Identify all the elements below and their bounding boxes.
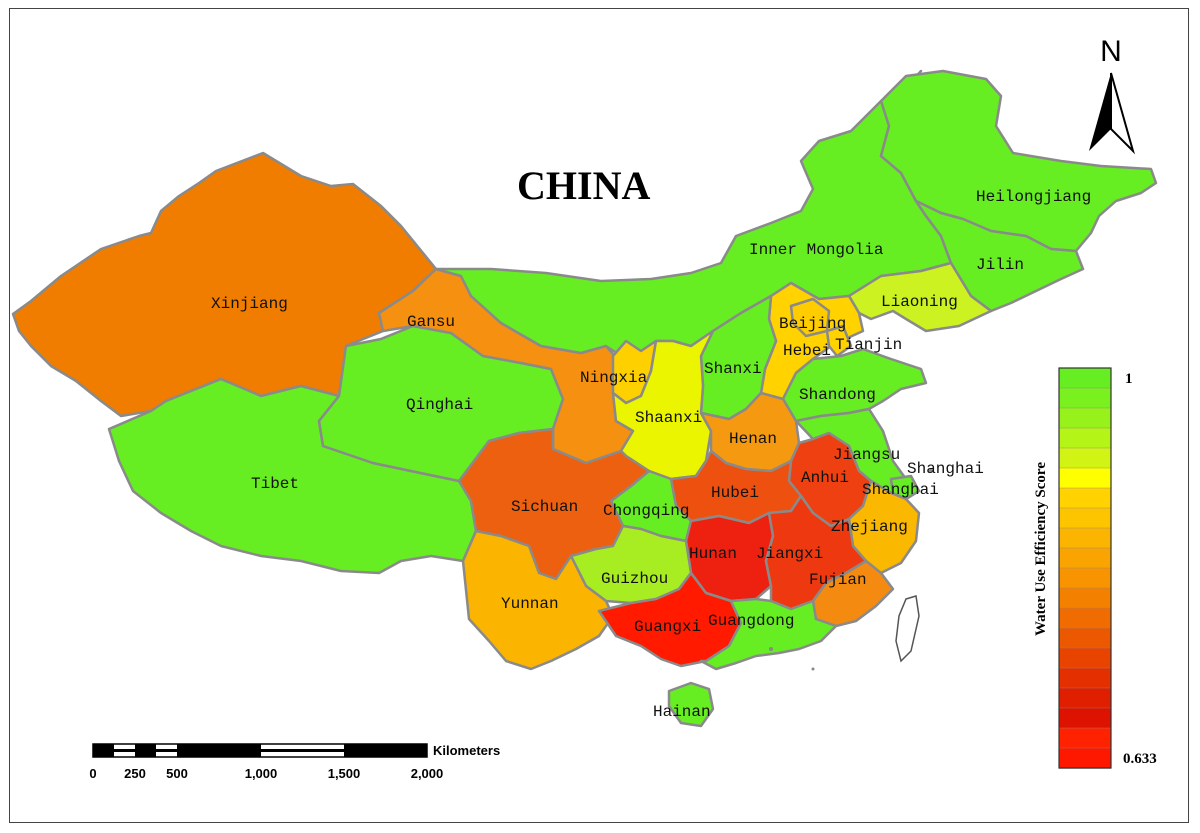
label-liaoning: Liaoning bbox=[881, 293, 958, 311]
legend-swatch bbox=[1058, 547, 1112, 569]
label-hainan: Hainan bbox=[653, 703, 711, 721]
scale-bar: Kilometers 0 250 500 1,000 1,500 2,000 bbox=[89, 743, 500, 781]
map-canvas: Xinjiang Tibet Qinghai Gansu Inner Mongo… bbox=[11, 35, 1158, 781]
scale-tick-0: 0 bbox=[89, 766, 96, 781]
label-yunnan: Yunnan bbox=[501, 595, 559, 613]
label-guangdong: Guangdong bbox=[708, 612, 794, 630]
legend-max-label: 1 bbox=[1125, 371, 1133, 387]
legend-title: Water Use Efficiency Score bbox=[1033, 462, 1049, 636]
legend-swatch bbox=[1058, 367, 1112, 389]
north-arrow-right-icon bbox=[1110, 72, 1136, 155]
scale-seg bbox=[344, 744, 427, 757]
scale-tick-500: 500 bbox=[166, 766, 188, 781]
legend-swatch bbox=[1058, 607, 1112, 629]
label-tibet: Tibet bbox=[251, 475, 299, 493]
island-dot bbox=[769, 647, 773, 651]
map-title: CHINA bbox=[517, 163, 650, 208]
legend-min-label: 0.633 bbox=[1123, 751, 1157, 767]
province-tianjin bbox=[825, 324, 853, 358]
legend-swatch bbox=[1058, 407, 1112, 429]
label-jiangxi: Jiangxi bbox=[756, 545, 823, 563]
label-fujian: Fujian bbox=[809, 571, 867, 589]
label-anhui: Anhui bbox=[801, 469, 849, 487]
label-guizhou: Guizhou bbox=[601, 570, 668, 588]
legend-swatch bbox=[1058, 427, 1112, 449]
province-hainan bbox=[667, 681, 715, 728]
label-shanghai: Shanghai bbox=[862, 481, 939, 499]
label-guangxi: Guangxi bbox=[634, 618, 701, 636]
legend-swatch bbox=[1058, 667, 1112, 689]
province-guizhou bbox=[569, 524, 693, 605]
legend-swatch bbox=[1058, 447, 1112, 469]
north-label: N bbox=[1100, 35, 1122, 68]
label-qinghai: Qinghai bbox=[406, 396, 473, 414]
legend-swatch bbox=[1058, 707, 1112, 729]
label-jiangsu: Jiangsu bbox=[833, 446, 900, 464]
scale-tick-250: 250 bbox=[124, 766, 146, 781]
shanghai-offshore-label: Shanghai bbox=[907, 460, 984, 478]
legend-swatch bbox=[1058, 627, 1112, 649]
label-gansu: Gansu bbox=[407, 313, 455, 331]
label-hebei: Hebei bbox=[783, 342, 831, 360]
north-arrow-left-icon bbox=[1089, 73, 1111, 151]
label-henan: Henan bbox=[729, 430, 777, 448]
scale-seg bbox=[93, 744, 114, 757]
legend-swatch bbox=[1058, 527, 1112, 549]
legend-swatch bbox=[1058, 507, 1112, 529]
label-heilongjiang: Heilongjiang bbox=[976, 188, 1091, 206]
label-ningxia: Ningxia bbox=[580, 369, 648, 387]
label-hunan: Hunan bbox=[689, 545, 737, 563]
legend-swatch bbox=[1058, 387, 1112, 409]
legend-swatch bbox=[1058, 747, 1112, 769]
label-sichuan: Sichuan bbox=[511, 498, 578, 516]
label-beijing: Beijing bbox=[779, 315, 846, 333]
label-shaanxi: Shaanxi bbox=[635, 409, 702, 427]
province-liaoning bbox=[847, 261, 993, 333]
legend-border bbox=[1058, 367, 1112, 769]
scale-unit: Kilometers bbox=[433, 743, 500, 758]
province-yunnan bbox=[461, 529, 615, 671]
legend-color-ramp bbox=[1058, 367, 1112, 769]
taiwan-outline bbox=[895, 595, 920, 663]
legend-swatch bbox=[1058, 487, 1112, 509]
label-tianjin: Tianjin bbox=[835, 336, 902, 354]
legend: 1 0.633 Water Use Efficiency Score bbox=[1033, 367, 1157, 769]
scale-tick-2000: 2,000 bbox=[411, 766, 444, 781]
label-inner-mongolia: Inner Mongolia bbox=[749, 241, 884, 259]
scale-seg-mid bbox=[114, 749, 177, 752]
scale-tick-1000: 1,000 bbox=[245, 766, 278, 781]
legend-swatch bbox=[1058, 687, 1112, 709]
province-guangdong bbox=[699, 597, 838, 671]
label-shanxi: Shanxi bbox=[704, 360, 762, 378]
label-chongqing: Chongqing bbox=[603, 502, 689, 520]
legend-swatch bbox=[1058, 467, 1112, 489]
label-zhejiang: Zhejiang bbox=[831, 518, 908, 536]
province-shanghai bbox=[889, 474, 921, 501]
label-shandong: Shandong bbox=[799, 386, 876, 404]
north-arrow: N bbox=[1089, 35, 1136, 155]
map-frame: Xinjiang Tibet Qinghai Gansu Inner Mongo… bbox=[9, 8, 1189, 823]
scale-seg bbox=[177, 744, 261, 757]
label-jilin: Jilin bbox=[976, 256, 1024, 274]
legend-swatch bbox=[1058, 647, 1112, 669]
label-hubei: Hubei bbox=[711, 484, 759, 502]
province-jilin bbox=[914, 199, 1085, 313]
legend-swatch bbox=[1058, 587, 1112, 609]
scale-seg-mid bbox=[261, 749, 344, 752]
island-dot bbox=[811, 667, 815, 671]
scale-tick-1500: 1,500 bbox=[328, 766, 361, 781]
legend-swatch bbox=[1058, 727, 1112, 749]
label-xinjiang: Xinjiang bbox=[211, 295, 288, 313]
legend-swatch bbox=[1058, 567, 1112, 589]
island-dot bbox=[929, 469, 933, 473]
